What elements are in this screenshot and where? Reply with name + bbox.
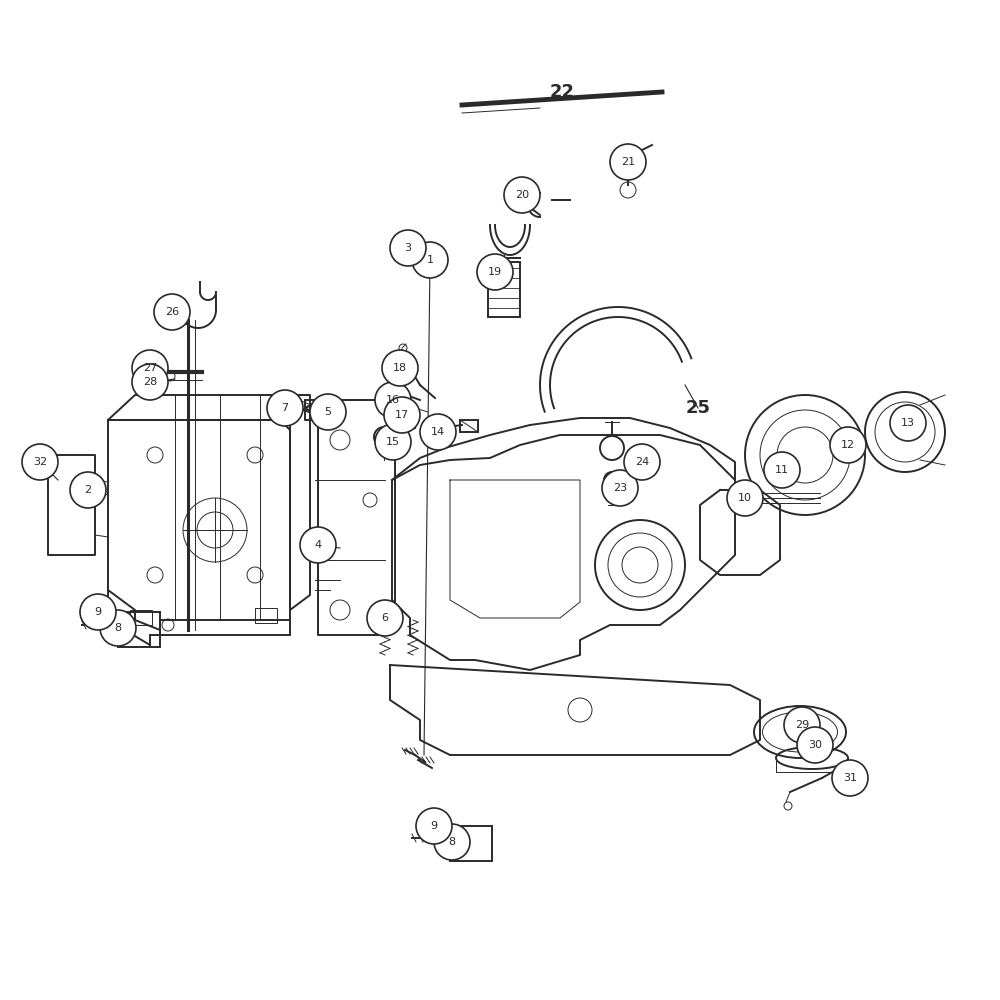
Circle shape xyxy=(764,452,800,488)
Circle shape xyxy=(80,594,116,630)
Text: 21: 21 xyxy=(621,157,635,167)
Text: 26: 26 xyxy=(165,307,179,317)
Circle shape xyxy=(412,242,448,278)
Bar xyxy=(460,420,478,432)
Bar xyxy=(118,612,160,647)
Circle shape xyxy=(70,472,106,508)
Text: 3: 3 xyxy=(404,243,412,253)
Circle shape xyxy=(504,177,540,213)
Circle shape xyxy=(100,610,136,646)
Text: 29: 29 xyxy=(795,720,809,730)
Text: 9: 9 xyxy=(94,607,102,617)
Text: 28: 28 xyxy=(143,377,157,387)
Circle shape xyxy=(602,470,638,506)
Text: 8: 8 xyxy=(114,623,122,633)
Circle shape xyxy=(375,424,411,460)
Text: 19: 19 xyxy=(488,267,502,277)
Text: 13: 13 xyxy=(901,418,915,428)
Circle shape xyxy=(310,394,346,430)
Bar xyxy=(488,262,520,317)
Circle shape xyxy=(416,808,452,844)
Text: 4: 4 xyxy=(314,540,322,550)
Text: 6: 6 xyxy=(382,613,388,623)
Circle shape xyxy=(267,390,303,426)
Circle shape xyxy=(22,444,58,480)
Text: 9: 9 xyxy=(430,821,438,831)
Circle shape xyxy=(384,397,420,433)
Text: 20: 20 xyxy=(515,190,529,200)
Circle shape xyxy=(890,405,926,441)
Text: 22: 22 xyxy=(550,83,574,101)
Circle shape xyxy=(610,144,646,180)
Text: 2: 2 xyxy=(84,485,92,495)
Text: 8: 8 xyxy=(448,837,456,847)
Text: 30: 30 xyxy=(808,740,822,750)
Text: 15: 15 xyxy=(386,437,400,447)
Bar xyxy=(390,388,402,396)
Circle shape xyxy=(832,760,868,796)
Text: 27: 27 xyxy=(143,363,157,373)
Text: 5: 5 xyxy=(324,407,332,417)
Text: 1: 1 xyxy=(426,255,434,265)
Text: 25: 25 xyxy=(686,399,710,417)
Circle shape xyxy=(420,414,456,450)
Circle shape xyxy=(784,707,820,743)
Text: 32: 32 xyxy=(33,457,47,467)
Circle shape xyxy=(727,480,763,516)
Circle shape xyxy=(154,294,190,330)
Circle shape xyxy=(390,230,426,266)
Circle shape xyxy=(367,600,403,636)
Circle shape xyxy=(382,350,418,386)
Text: 16: 16 xyxy=(386,395,400,405)
Text: 10: 10 xyxy=(738,493,752,503)
Circle shape xyxy=(132,350,168,386)
Text: 11: 11 xyxy=(775,465,789,475)
Bar xyxy=(732,488,744,506)
Text: 7: 7 xyxy=(281,403,289,413)
Text: 31: 31 xyxy=(843,773,857,783)
Circle shape xyxy=(434,824,470,860)
Circle shape xyxy=(132,364,168,400)
Bar xyxy=(255,608,277,623)
Text: 14: 14 xyxy=(431,427,445,437)
Circle shape xyxy=(300,527,336,563)
Bar xyxy=(130,610,152,625)
Bar xyxy=(450,826,492,861)
Text: 18: 18 xyxy=(393,363,407,373)
Circle shape xyxy=(477,254,513,290)
Text: 24: 24 xyxy=(635,457,649,467)
Circle shape xyxy=(797,727,833,763)
Circle shape xyxy=(830,427,866,463)
Circle shape xyxy=(624,444,660,480)
Circle shape xyxy=(375,382,411,418)
Text: 17: 17 xyxy=(395,410,409,420)
Text: 23: 23 xyxy=(613,483,627,493)
Text: 12: 12 xyxy=(841,440,855,450)
